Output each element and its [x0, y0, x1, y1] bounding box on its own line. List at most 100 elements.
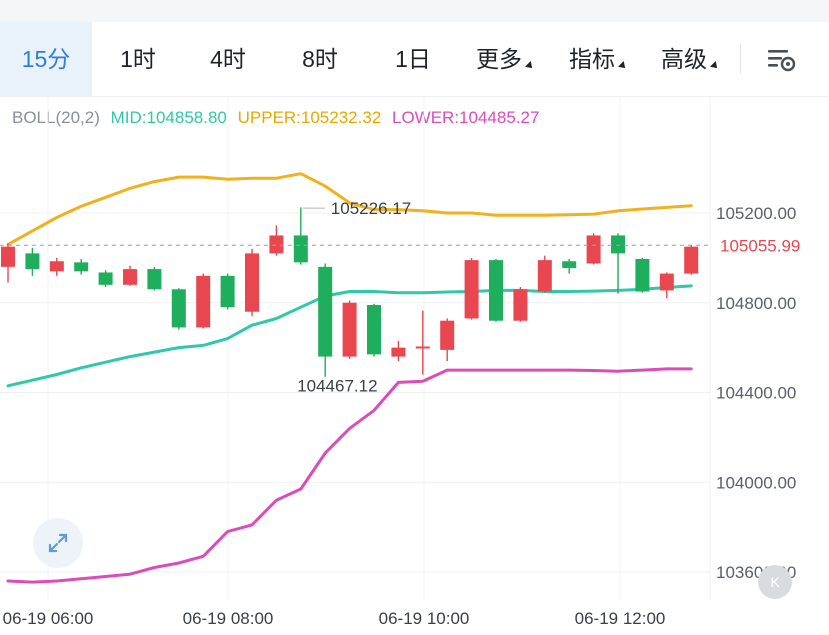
candle-body	[489, 260, 503, 321]
candle	[245, 248, 259, 317]
y-tick-label: 104800.00	[716, 294, 796, 313]
tab-label: 1时	[120, 46, 156, 72]
candle	[74, 258, 89, 275]
boll-mid-line	[6, 284, 693, 388]
candle-body	[220, 275, 235, 308]
candle	[318, 263, 333, 377]
y-tick-label: 105200.00	[716, 204, 796, 223]
tab-8h[interactable]: 8时	[277, 22, 363, 96]
timeframe-tabs: 15分 1时 4时 8时 1日 更多 指标 高级	[0, 22, 829, 97]
k-logo-icon[interactable]: K	[758, 565, 792, 599]
candle-body	[25, 253, 40, 270]
candle	[49, 257, 64, 276]
candle	[269, 225, 284, 256]
candle-body	[562, 261, 577, 268]
candle	[367, 303, 381, 357]
status-strip	[0, 0, 829, 22]
boll-name: BOLL(20,2)	[12, 108, 100, 127]
candle	[220, 273, 235, 310]
candle-body	[49, 261, 64, 272]
caret-icon	[618, 61, 628, 71]
candle-body	[1, 246, 15, 267]
candlestick-chart[interactable]: 105200.00104800.00104400.00104000.001036…	[0, 96, 829, 635]
tab-advanced[interactable]: 高级	[647, 22, 733, 96]
candle-body	[659, 273, 674, 291]
candle-body	[171, 289, 186, 328]
y-tick-label: 104000.00	[716, 473, 796, 492]
candle-body	[74, 262, 89, 272]
candle	[611, 233, 625, 294]
tab-label: 4时	[210, 46, 246, 72]
candle	[391, 340, 406, 362]
candle-body	[586, 235, 601, 264]
boll-legend: BOLL(20,2) MID:104858.80 UPPER:105232.32…	[12, 108, 545, 128]
tab-indicators[interactable]: 指标	[555, 22, 641, 96]
tab-label: 更多	[476, 46, 522, 72]
candle	[513, 287, 528, 322]
candle	[1, 243, 15, 283]
caret-icon	[710, 61, 720, 71]
candle	[562, 258, 577, 274]
candle-body	[635, 258, 650, 292]
candle	[586, 233, 601, 265]
x-tick-label: 06-19 08:00	[183, 609, 274, 628]
y-tick-label: 104400.00	[716, 384, 796, 403]
tab-1d[interactable]: 1日	[370, 22, 456, 96]
candle-body	[196, 275, 211, 328]
fullscreen-button[interactable]	[33, 518, 83, 568]
candle	[342, 300, 357, 359]
tab-label: 15分	[21, 46, 71, 72]
tab-label: 指标	[569, 46, 615, 72]
candle-body	[293, 235, 308, 263]
tab-more[interactable]: 更多	[462, 22, 548, 96]
candle-body	[415, 346, 430, 349]
chart-settings-button[interactable]	[762, 42, 802, 78]
candle-body	[123, 269, 137, 285]
candle-body	[537, 260, 552, 292]
candle-body	[318, 266, 333, 357]
candle	[196, 273, 211, 329]
candle	[464, 257, 479, 320]
high-annotation: 105226.17	[331, 199, 411, 218]
current-price-box	[712, 231, 829, 260]
candle-body	[269, 235, 284, 254]
candle	[659, 272, 674, 299]
candle-body	[245, 253, 259, 312]
candle	[415, 310, 430, 375]
candle	[147, 266, 162, 291]
tab-divider	[740, 44, 741, 74]
candle	[537, 255, 552, 293]
candle-body	[513, 289, 528, 321]
candle	[489, 258, 503, 322]
low-annotation: 104467.12	[297, 376, 377, 395]
candle-body	[98, 272, 113, 285]
candle	[635, 257, 650, 293]
x-tick-label: 06-19 10:00	[379, 609, 470, 628]
candle-body	[611, 235, 625, 254]
candle	[171, 288, 186, 330]
candle-body	[147, 269, 162, 290]
boll-upper-value: UPPER:105232.32	[237, 108, 382, 127]
tab-4h[interactable]: 4时	[185, 22, 271, 96]
x-tick-label: 06-19 12:00	[575, 609, 666, 628]
current-price-label: 105055.99	[720, 236, 800, 255]
tab-label: 高级	[661, 46, 707, 72]
candle	[440, 318, 455, 362]
x-tick-label: 06-19 06:00	[3, 609, 94, 628]
tab-1h[interactable]: 1时	[95, 22, 181, 96]
boll-upper-line	[6, 172, 693, 246]
candle	[98, 270, 113, 288]
candle-body	[367, 304, 381, 355]
tab-label: 8时	[302, 46, 338, 72]
candle-body	[464, 260, 479, 319]
caret-icon	[525, 61, 535, 71]
candle	[25, 247, 40, 276]
candle-body	[684, 246, 699, 274]
chart-settings-icon	[768, 50, 796, 72]
boll-lower-value: LOWER:104485.27	[392, 108, 540, 127]
boll-mid-value: MID:104858.80	[110, 108, 227, 127]
tab-label: 1日	[395, 46, 431, 72]
tab-15min[interactable]: 15分	[0, 22, 92, 96]
boll-lower-line	[6, 367, 693, 584]
candle-body	[440, 320, 455, 350]
